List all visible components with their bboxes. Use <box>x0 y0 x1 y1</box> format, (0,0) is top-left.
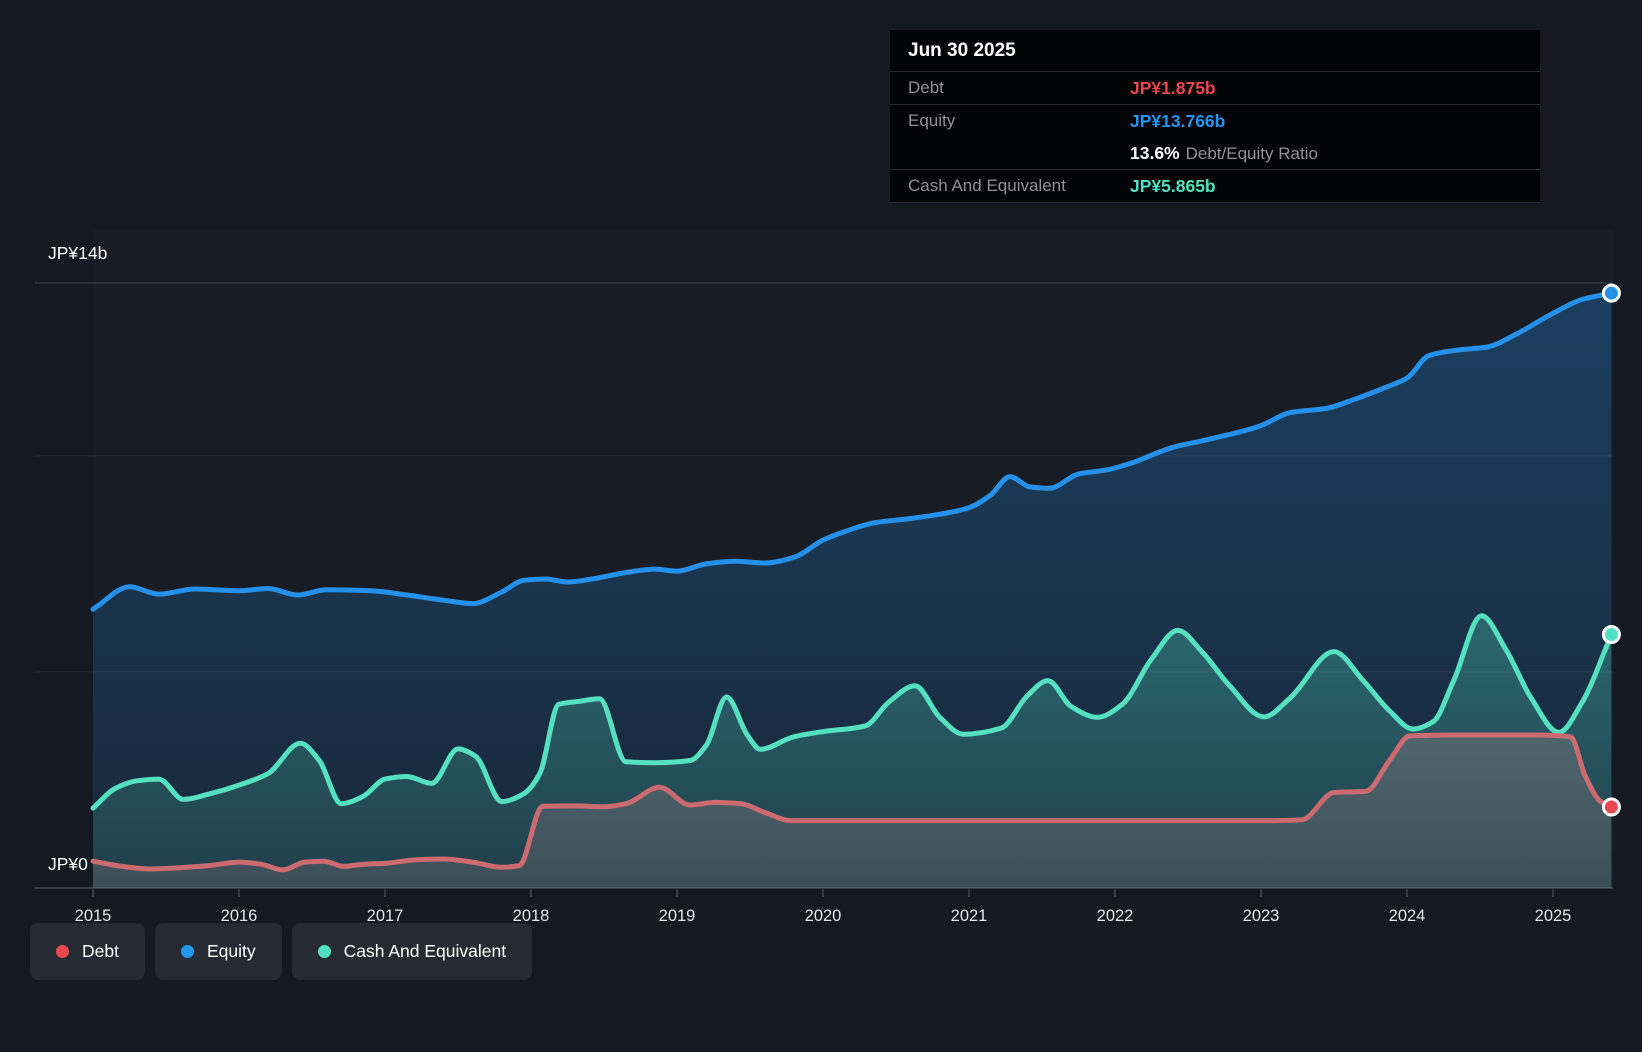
tooltip-debt-value: JP¥1.875b <box>1130 78 1216 99</box>
x-tick-label-2020: 2020 <box>805 907 842 925</box>
cash-and-equivalent-end-marker[interactable] <box>1603 627 1619 643</box>
balance-sheet-history-chart: 2015201620172018201920202021202220232024… <box>0 0 1642 1052</box>
cash-legend-dot-icon <box>318 945 331 958</box>
tooltip-date: Jun 30 2025 <box>890 30 1540 71</box>
equity-end-marker[interactable] <box>1603 285 1619 301</box>
tooltip-equity-value: JP¥13.766b <box>1130 111 1225 132</box>
legend-debt-label: Debt <box>82 941 119 962</box>
tooltip-row-debt: Debt JP¥1.875b <box>890 71 1540 104</box>
debt-legend-dot-icon <box>56 945 69 958</box>
legend-item-cash[interactable]: Cash And Equivalent <box>292 923 532 980</box>
y-axis-zero-label: JP¥0 <box>48 854 88 874</box>
tooltip-row-ratio: 13.6% Debt/Equity Ratio <box>890 137 1540 169</box>
y-axis-max-label: JP¥14b <box>48 243 107 263</box>
debt-end-marker[interactable] <box>1603 799 1619 815</box>
tooltip-debt-label: Debt <box>908 78 1130 98</box>
legend-equity-label: Equity <box>207 941 256 962</box>
x-tick-label-2019: 2019 <box>659 907 696 925</box>
tooltip-cash-value: JP¥5.865b <box>1130 176 1216 197</box>
debt-equity-ratio: 13.6% Debt/Equity Ratio <box>1130 143 1318 164</box>
x-tick-label-2021: 2021 <box>951 907 988 925</box>
tooltip-cash-label: Cash And Equivalent <box>908 176 1130 196</box>
chart-legend: Debt Equity Cash And Equivalent <box>30 923 532 980</box>
ratio-label: Debt/Equity Ratio <box>1186 144 1318 163</box>
legend-cash-label: Cash And Equivalent <box>344 941 506 962</box>
x-tick-label-2024: 2024 <box>1389 907 1426 925</box>
legend-item-debt[interactable]: Debt <box>30 923 145 980</box>
ratio-value: 13.6% <box>1130 143 1180 163</box>
chart-tooltip: Jun 30 2025 Debt JP¥1.875b Equity JP¥13.… <box>890 30 1540 203</box>
equity-legend-dot-icon <box>181 945 194 958</box>
x-tick-label-2022: 2022 <box>1097 907 1134 925</box>
x-tick-label-2023: 2023 <box>1243 907 1280 925</box>
legend-item-equity[interactable]: Equity <box>155 923 282 980</box>
tooltip-row-cash: Cash And Equivalent JP¥5.865b <box>890 169 1540 202</box>
x-tick-label-2025: 2025 <box>1535 907 1572 925</box>
tooltip-row-equity: Equity JP¥13.766b <box>890 104 1540 137</box>
tooltip-equity-label: Equity <box>908 111 1130 131</box>
